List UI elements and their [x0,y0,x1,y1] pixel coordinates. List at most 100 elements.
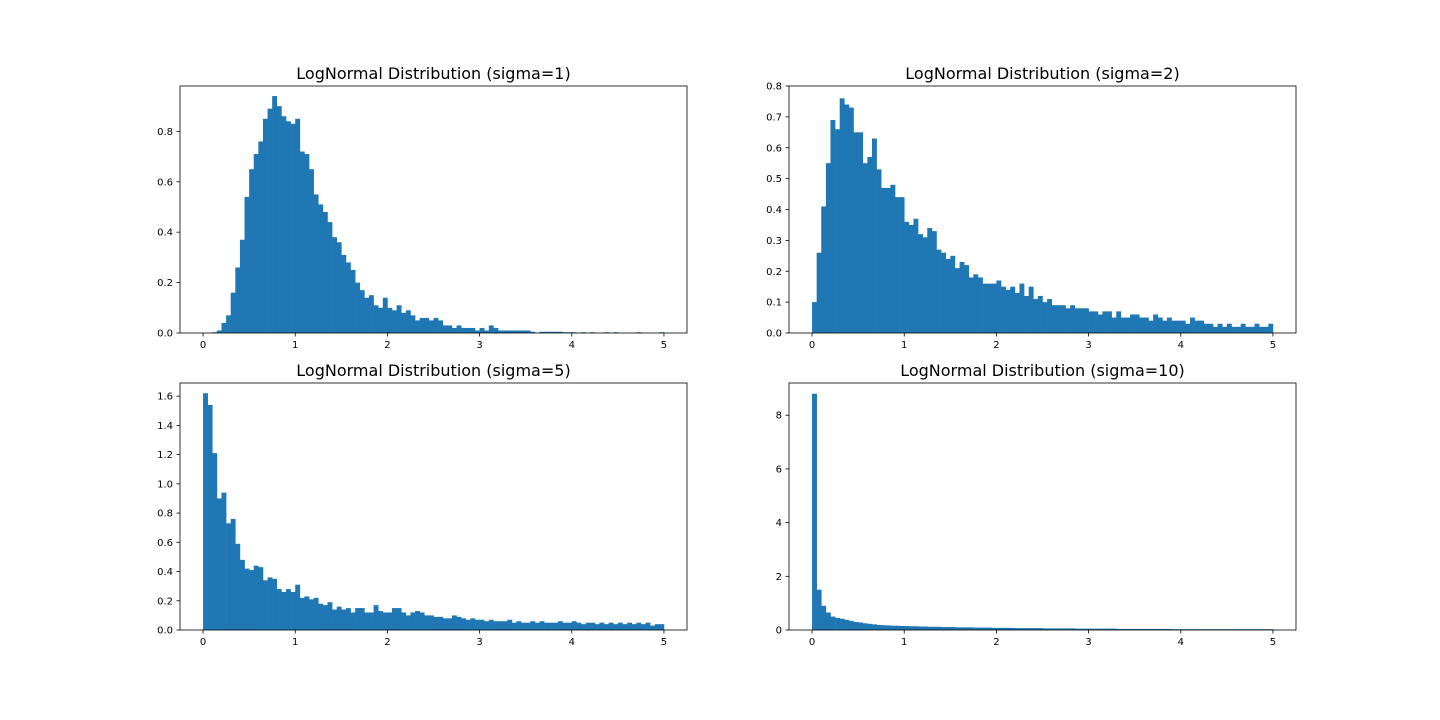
histogram-bar [332,609,338,630]
histogram-bar [470,618,476,630]
histogram-bar [1065,308,1071,333]
histogram-bar [1001,627,1006,630]
histogram-bar [327,602,333,630]
histogram-bar [1010,286,1016,333]
histogram-bar [253,154,259,333]
histogram-bar [1024,628,1029,630]
histogram-bar [309,169,314,333]
histogram-bar [1166,317,1172,333]
histogram-bar [350,269,356,333]
histogram-bar [203,393,208,630]
axes-frame [788,382,1297,631]
histogram-bar [318,204,324,333]
histogram-bar [359,290,365,333]
histogram-bar [281,116,287,334]
histogram-bar [650,625,656,630]
histogram-bar [1134,314,1140,333]
axes-frame [179,382,688,631]
histogram-bar [617,622,623,630]
histogram-bar [534,622,540,630]
histogram-bar [493,621,499,630]
histogram-bar [1083,308,1089,333]
histogram-bar [1088,628,1094,630]
histogram-bar [493,327,499,333]
histogram-bar [267,108,273,334]
histogram-bar [1125,317,1131,333]
histogram-bar [1176,320,1182,333]
histogram-bar [1153,628,1159,630]
histogram-bar [918,626,923,630]
histogram-bar [964,265,970,333]
histogram-bar [1240,629,1246,630]
histogram-bar [959,627,965,630]
histogram-bar [1259,629,1265,630]
y-tick-label: 0.4 [157,567,173,578]
histogram-bar [576,622,582,630]
histogram-bar [1028,286,1034,333]
histogram-bar [373,605,379,630]
y-tick-label: 0.0 [157,329,173,340]
histogram-bar [442,618,448,630]
histogram-bar [387,307,393,333]
histogram-bar [904,625,910,630]
histogram-bar [1268,629,1274,630]
histogram-bar [299,597,305,630]
histogram-bars [212,96,665,334]
histogram-bar [1088,311,1094,333]
histogram-bar [290,123,296,333]
histogram-bar [812,302,817,334]
histogram-bar [1060,305,1066,333]
histogram-bar [216,330,222,333]
histogram-bar [585,622,591,630]
y-tick-label: 0.2 [157,596,173,607]
histogram-bar [419,612,425,630]
histogram-bar [304,154,310,333]
histogram-bar [456,616,462,630]
y-tick-label: 0.4 [157,228,173,239]
histogram-bar [332,237,338,333]
histogram-bar [945,258,951,333]
chart-title: LogNormal Distribution (sigma=2) [905,64,1179,83]
histogram-bar [322,212,328,333]
histogram-bar [1171,629,1177,630]
histogram-bar [498,621,503,630]
histogram-bar [987,283,993,333]
histogram-bar [502,330,508,333]
histogram-bar [428,320,434,333]
histogram-bar [1134,628,1140,630]
histogram-bar [410,315,416,333]
histogram-bar [562,622,568,630]
histogram-bar [1107,628,1112,630]
histogram-bar [1226,323,1232,333]
histogram-bar [392,310,397,333]
histogram-bar [253,565,259,630]
histogram-bar [401,612,407,630]
histogram-bar [368,295,374,333]
histogram-bar [899,197,905,333]
histogram-bar [276,106,282,333]
histogram-bar [226,315,231,333]
histogram-bar [442,325,448,333]
histogram-bar [1157,628,1163,630]
histogram-bar [216,498,222,630]
histogram-bar [1222,629,1228,630]
histogram-bar [415,320,420,333]
histogram-bar [313,194,319,333]
histogram-bar [424,615,430,630]
histogram-bar [309,599,314,630]
histogram-bar [1254,323,1260,333]
histogram-bar [474,330,480,333]
histogram-bar [1268,323,1274,333]
histogram-bar [913,626,919,630]
histogram-bar [451,615,457,630]
histogram-bar [1014,628,1020,630]
histogram-bar [1047,628,1053,630]
x-tick-label: 5 [1270,637,1276,648]
histogram-bar [1116,628,1122,630]
histogram-bar [544,622,550,630]
histogram-bar [1070,305,1076,333]
histogram-bar [1199,320,1205,333]
histogram-bar [221,492,227,630]
histogram-bar [239,559,245,630]
